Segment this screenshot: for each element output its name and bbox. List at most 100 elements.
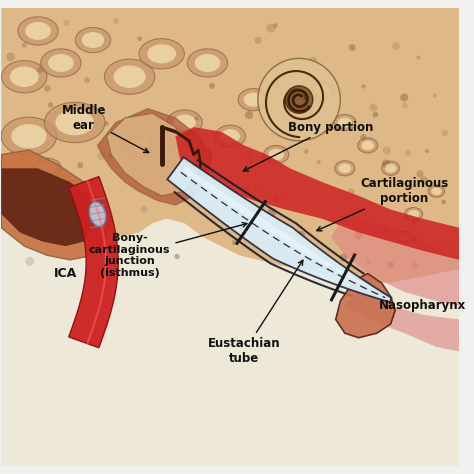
Ellipse shape	[215, 125, 246, 147]
Circle shape	[416, 55, 420, 60]
Circle shape	[64, 181, 70, 187]
Circle shape	[255, 37, 262, 44]
Ellipse shape	[45, 102, 105, 143]
Circle shape	[267, 208, 276, 217]
Circle shape	[370, 103, 377, 111]
Circle shape	[137, 144, 143, 150]
Ellipse shape	[221, 129, 240, 143]
Circle shape	[113, 18, 119, 24]
Circle shape	[405, 150, 411, 156]
Circle shape	[37, 67, 43, 73]
Circle shape	[258, 58, 340, 141]
Circle shape	[441, 200, 446, 204]
Ellipse shape	[1, 117, 56, 155]
Circle shape	[411, 219, 417, 225]
Circle shape	[14, 200, 19, 205]
Ellipse shape	[428, 185, 445, 197]
Circle shape	[24, 169, 31, 175]
Circle shape	[170, 146, 176, 152]
Circle shape	[383, 146, 391, 155]
Ellipse shape	[408, 210, 419, 218]
Circle shape	[392, 42, 400, 50]
Circle shape	[266, 24, 275, 33]
Circle shape	[242, 187, 250, 195]
Circle shape	[349, 44, 356, 51]
Circle shape	[232, 240, 237, 245]
Ellipse shape	[338, 164, 351, 173]
Circle shape	[355, 231, 363, 240]
Circle shape	[108, 153, 113, 158]
Circle shape	[132, 136, 139, 143]
Ellipse shape	[128, 138, 149, 153]
Ellipse shape	[10, 66, 39, 87]
Circle shape	[44, 85, 51, 92]
Circle shape	[33, 176, 41, 184]
Polygon shape	[345, 292, 459, 352]
Circle shape	[209, 83, 215, 89]
Circle shape	[90, 178, 95, 184]
Circle shape	[273, 195, 281, 202]
Ellipse shape	[397, 231, 412, 243]
Circle shape	[271, 80, 279, 88]
Text: Eustachian
tube: Eustachian tube	[208, 260, 303, 365]
Circle shape	[367, 260, 370, 264]
Circle shape	[245, 111, 253, 119]
Polygon shape	[107, 113, 198, 196]
Ellipse shape	[314, 85, 330, 96]
Circle shape	[420, 176, 428, 184]
Ellipse shape	[264, 146, 289, 164]
Circle shape	[433, 93, 437, 97]
Circle shape	[168, 175, 177, 183]
Polygon shape	[69, 177, 118, 348]
Ellipse shape	[139, 39, 184, 69]
Text: ICA: ICA	[54, 267, 77, 280]
Ellipse shape	[244, 92, 263, 107]
Ellipse shape	[1, 61, 47, 93]
Polygon shape	[98, 109, 212, 205]
Ellipse shape	[55, 109, 94, 136]
Ellipse shape	[290, 102, 308, 115]
Circle shape	[206, 178, 213, 185]
Circle shape	[46, 244, 50, 248]
Circle shape	[382, 159, 391, 168]
Circle shape	[6, 161, 12, 167]
Circle shape	[33, 233, 36, 237]
Polygon shape	[331, 214, 459, 306]
Ellipse shape	[338, 118, 352, 128]
Ellipse shape	[334, 114, 356, 130]
Circle shape	[411, 236, 417, 242]
Ellipse shape	[361, 141, 374, 150]
Ellipse shape	[310, 82, 335, 100]
Circle shape	[361, 84, 366, 89]
Ellipse shape	[33, 158, 61, 178]
Circle shape	[245, 150, 254, 158]
Ellipse shape	[11, 124, 46, 148]
Circle shape	[446, 241, 450, 246]
Ellipse shape	[41, 49, 81, 77]
Circle shape	[288, 134, 294, 140]
Circle shape	[141, 149, 148, 156]
Circle shape	[165, 162, 170, 167]
Ellipse shape	[82, 32, 104, 48]
Ellipse shape	[18, 17, 58, 45]
Ellipse shape	[114, 65, 146, 88]
Ellipse shape	[167, 110, 202, 135]
Ellipse shape	[48, 54, 74, 72]
Circle shape	[104, 121, 109, 126]
Ellipse shape	[89, 202, 106, 227]
Ellipse shape	[173, 115, 196, 130]
Polygon shape	[182, 166, 370, 288]
Polygon shape	[1, 150, 111, 260]
Ellipse shape	[238, 89, 268, 111]
Circle shape	[400, 93, 408, 101]
Ellipse shape	[75, 27, 110, 53]
Circle shape	[25, 257, 34, 266]
Circle shape	[387, 262, 394, 268]
Ellipse shape	[335, 161, 355, 176]
Circle shape	[296, 231, 305, 240]
Ellipse shape	[147, 44, 176, 64]
Circle shape	[285, 86, 313, 113]
Circle shape	[195, 117, 199, 120]
Ellipse shape	[104, 59, 155, 94]
Circle shape	[63, 19, 70, 26]
